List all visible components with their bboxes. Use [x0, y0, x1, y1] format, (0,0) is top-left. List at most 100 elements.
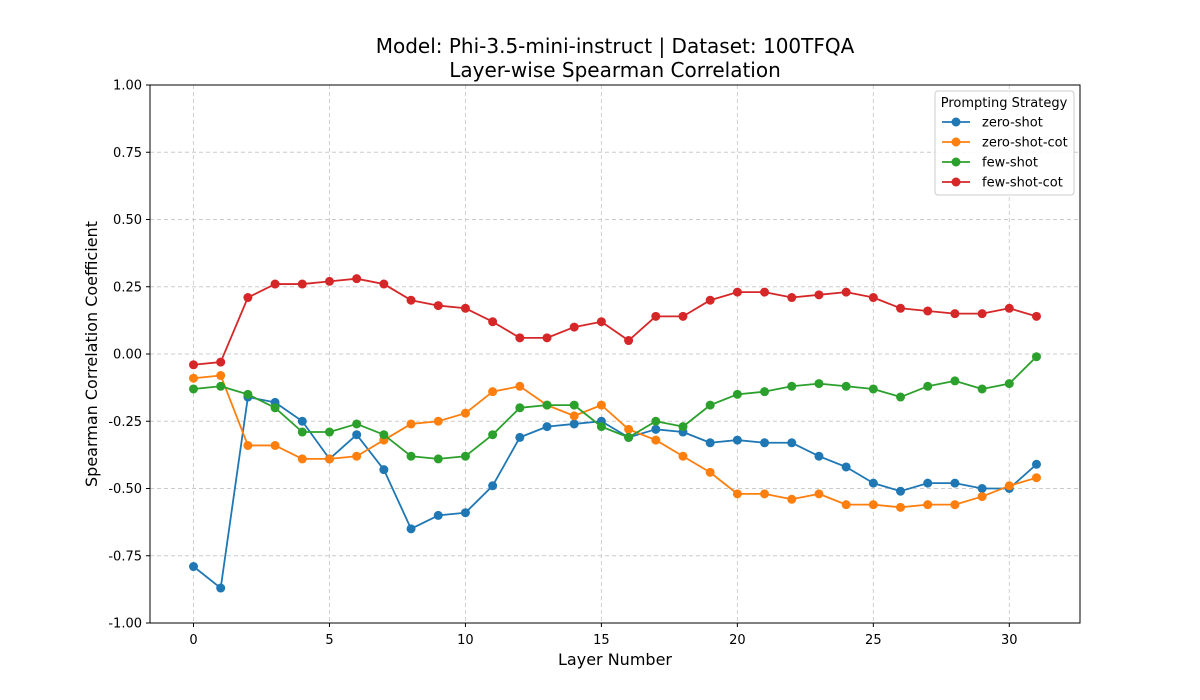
data-point-few-shot-cot	[596, 317, 606, 327]
data-point-zero-shot	[977, 484, 987, 493]
data-point-few-shot	[324, 427, 334, 437]
data-point-zero-shot	[950, 478, 960, 488]
data-point-few-shot-cot	[379, 279, 389, 289]
data-point-zero-shot	[488, 481, 498, 491]
data-point-zero-shot-cot	[488, 387, 498, 397]
series-few-shot	[189, 352, 1041, 464]
data-point-few-shot	[542, 400, 552, 410]
x-tick-label: 25	[865, 633, 882, 648]
data-point-zero-shot-cot	[1004, 481, 1014, 491]
data-point-few-shot-cot	[923, 306, 933, 316]
data-point-few-shot	[189, 384, 199, 394]
data-point-zero-shot-cot	[243, 440, 253, 450]
y-tick-label: 0.25	[113, 280, 142, 295]
data-point-zero-shot-cot	[868, 500, 878, 510]
data-point-zero-shot	[515, 432, 525, 442]
data-point-few-shot	[896, 392, 906, 402]
y-tick-label: 0.00	[113, 348, 142, 363]
data-point-few-shot	[379, 430, 389, 440]
data-point-zero-shot	[868, 478, 878, 488]
data-point-few-shot-cot	[488, 317, 498, 327]
data-point-few-shot	[406, 451, 416, 461]
data-point-zero-shot-cot	[433, 416, 443, 426]
y-axis-label: Spearman Correlation Coefficient	[82, 221, 101, 487]
data-point-few-shot-cot	[868, 293, 878, 303]
data-point-zero-shot	[787, 438, 797, 448]
legend-item-few-shot-cot: few-shot-cot	[942, 176, 1063, 191]
legend-marker	[951, 177, 961, 187]
y-axis-ticks: -1.00 -0.75 -0.50 -0.25 0.00 0.25 0.50 0.75 1.00	[108, 79, 150, 632]
data-point-few-shot	[624, 432, 634, 442]
data-point-few-shot-cot	[624, 336, 634, 346]
series-zero-shot-cot	[189, 371, 1041, 512]
legend-marker	[951, 137, 961, 147]
data-point-zero-shot-cot	[624, 424, 634, 434]
data-point-zero-shot	[542, 422, 552, 432]
data-point-few-shot	[352, 419, 362, 429]
data-point-zero-shot	[379, 465, 389, 475]
data-point-few-shot	[515, 403, 525, 413]
data-point-zero-shot-cot	[324, 454, 334, 464]
data-point-zero-shot-cot	[352, 451, 362, 461]
y-tick-label: -0.25	[108, 415, 142, 430]
y-tick-label: -0.75	[108, 549, 142, 564]
data-point-zero-shot-cot	[841, 500, 851, 510]
data-point-few-shot-cot	[977, 309, 987, 319]
data-point-few-shot-cot	[814, 290, 824, 300]
data-point-few-shot-cot	[515, 333, 525, 343]
data-point-few-shot	[814, 379, 824, 389]
series-line-zero-shot	[192, 396, 1038, 589]
data-point-few-shot	[923, 381, 933, 391]
data-point-zero-shot	[1031, 459, 1041, 469]
legend-entries: zero-shot zero-shot-cot few-shot few-shot-c…	[942, 116, 1068, 191]
series-line-zero-shot-cot	[193, 374, 1037, 509]
legend-label: few-shot	[982, 156, 1038, 171]
data-point-zero-shot-cot	[896, 502, 906, 512]
data-point-zero-shot	[923, 478, 933, 488]
data-point-few-shot	[732, 389, 742, 399]
legend-item-few-shot: few-shot	[942, 156, 1038, 171]
data-point-few-shot	[787, 381, 797, 391]
data-point-few-shot-cot	[950, 309, 960, 319]
data-point-zero-shot-cot	[732, 489, 742, 499]
data-point-zero-shot	[189, 562, 199, 572]
x-tick-label: 20	[729, 633, 746, 648]
series-line-few-shot-cot	[193, 277, 1037, 366]
data-point-zero-shot	[705, 438, 715, 448]
data-point-few-shot-cot	[243, 293, 253, 303]
data-point-few-shot-cot	[732, 287, 742, 297]
y-tick-label: 0.50	[113, 213, 142, 228]
legend-marker	[951, 117, 961, 127]
data-point-zero-shot	[896, 486, 906, 496]
data-point-few-shot-cot	[760, 287, 770, 297]
data-point-few-shot	[488, 430, 498, 440]
data-point-few-shot-cot	[841, 287, 851, 297]
x-tick-label: 10	[457, 633, 474, 648]
data-point-zero-shot-cot	[569, 411, 579, 421]
data-point-few-shot	[433, 454, 443, 464]
data-point-few-shot	[1031, 352, 1041, 362]
data-point-few-shot-cot	[270, 279, 280, 289]
series-line-few-shot	[193, 356, 1038, 460]
data-point-zero-shot-cot	[270, 440, 280, 450]
data-point-zero-shot-cot	[950, 500, 960, 510]
data-point-zero-shot-cot	[216, 371, 226, 381]
data-point-zero-shot	[406, 524, 416, 534]
data-point-zero-shot	[732, 435, 742, 445]
legend-label: zero-shot-cot	[982, 136, 1068, 151]
data-point-few-shot	[678, 422, 688, 432]
data-point-few-shot	[596, 422, 606, 432]
data-point-zero-shot-cot	[977, 492, 987, 502]
data-point-few-shot-cot	[297, 279, 307, 289]
series-zero-shot	[189, 392, 1041, 593]
data-point-few-shot	[270, 403, 280, 413]
data-point-few-shot-cot	[678, 311, 688, 321]
data-point-few-shot-cot	[705, 295, 715, 305]
data-point-zero-shot-cot	[705, 467, 715, 477]
data-point-zero-shot-cot	[814, 489, 824, 499]
plot-series	[189, 274, 1041, 593]
legend-marker	[951, 157, 961, 167]
data-point-zero-shot-cot	[678, 451, 688, 461]
chart-title: Model: Phi-3.5-mini-instruct | Dataset: …	[376, 34, 855, 58]
